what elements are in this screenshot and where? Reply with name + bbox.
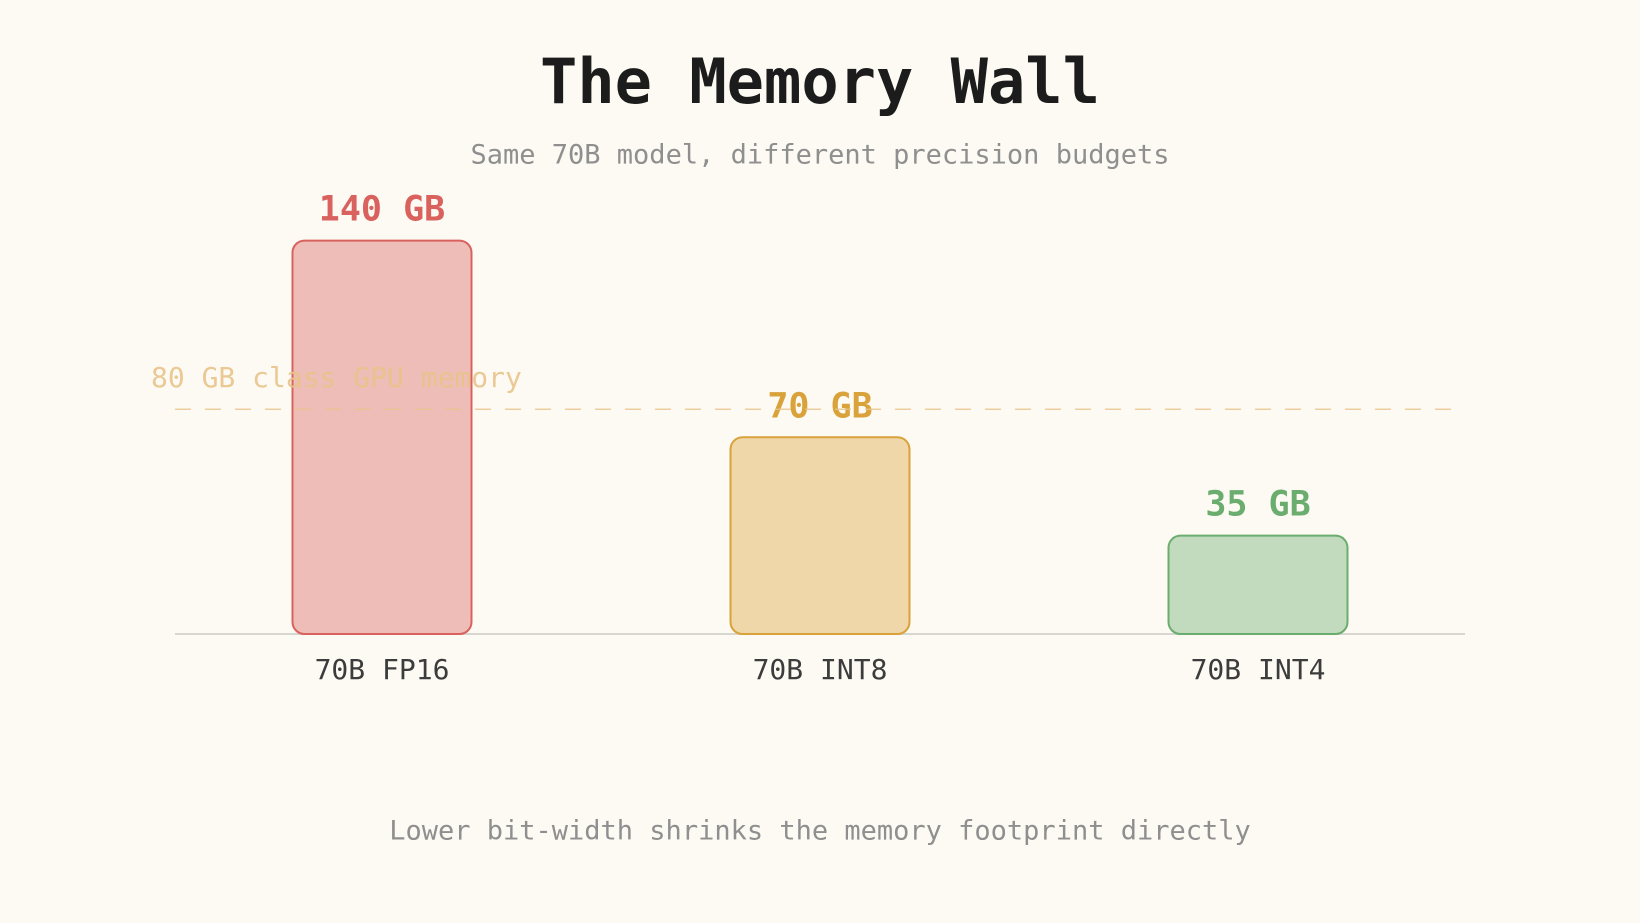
- value-label: 35 GB: [1205, 485, 1310, 525]
- chart-subtitle: Same 70B model, different precision budg…: [471, 140, 1170, 171]
- bar: [729, 436, 911, 635]
- value-label: 70 GB: [767, 386, 872, 426]
- bar: [291, 239, 473, 635]
- x-tick-label: 70B FP16: [315, 653, 450, 686]
- reference-label: 80 GB class GPU memory: [151, 361, 522, 394]
- chart-title: The Memory Wall: [540, 45, 1100, 118]
- bar: [1167, 534, 1349, 636]
- value-label: 140 GB: [319, 190, 445, 230]
- x-tick-label: 70B INT4: [1191, 653, 1326, 686]
- x-tick-label: 70B INT8: [753, 653, 888, 686]
- footnote: Lower bit-width shrinks the memory footp…: [389, 816, 1251, 847]
